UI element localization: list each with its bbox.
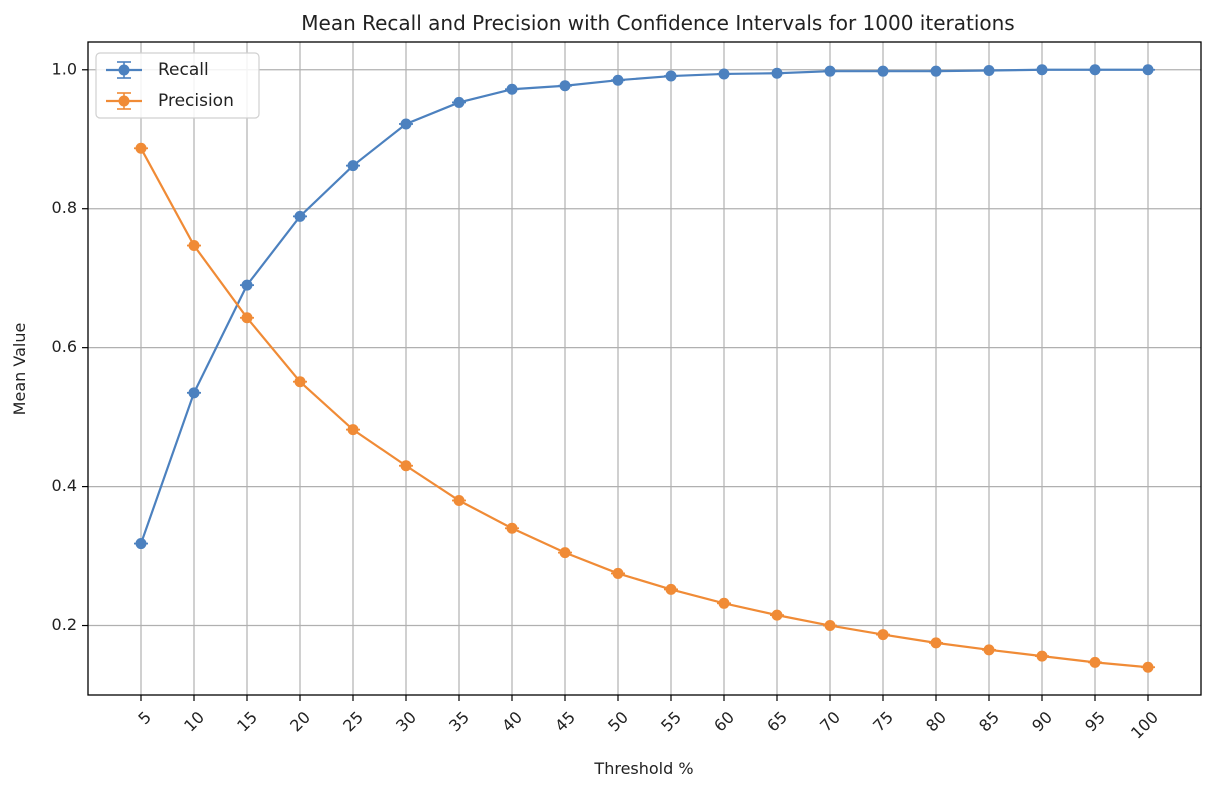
recall-point	[453, 96, 465, 108]
recall-point	[612, 74, 624, 86]
legend-swatch-marker	[118, 64, 130, 76]
recall-point	[824, 65, 836, 77]
series-recall	[134, 64, 1155, 550]
precision-point	[400, 460, 412, 472]
x-tick-label: 80	[922, 708, 950, 736]
y-tick-label: 0.4	[52, 476, 77, 495]
recall-point	[1036, 64, 1048, 76]
precision-point	[1036, 650, 1048, 662]
recall-point	[135, 538, 147, 550]
precision-point	[559, 547, 571, 559]
precision-point	[824, 620, 836, 632]
x-tick-label: 45	[551, 708, 579, 736]
x-tick-label: 10	[180, 708, 208, 736]
recall-point	[559, 80, 571, 92]
precision-point	[135, 142, 147, 154]
precision-point	[188, 240, 200, 252]
x-tick-label: 90	[1028, 708, 1056, 736]
legend-item-precision: Precision	[106, 91, 234, 111]
precision-point	[930, 637, 942, 649]
recall-point	[400, 118, 412, 130]
legend-item-recall: Recall	[106, 60, 209, 80]
precision-point	[241, 312, 253, 324]
x-tick-label: 15	[233, 708, 261, 736]
precision-point	[453, 494, 465, 506]
recall-point	[1142, 64, 1154, 76]
recall-point	[665, 70, 677, 82]
recall-point	[506, 83, 518, 95]
x-tick-label: 85	[975, 708, 1003, 736]
precision-point	[612, 567, 624, 579]
precision-point	[294, 376, 306, 388]
precision-point	[877, 629, 889, 641]
y-axis-label: Mean Value	[10, 323, 29, 416]
recall-point	[1089, 64, 1101, 76]
x-tick-label: 25	[339, 708, 367, 736]
precision-point	[665, 583, 677, 595]
x-tick-label: 50	[604, 708, 632, 736]
tick-layer: 5 10 15 20 25 30 35 40 45 50 55 60 65 70 75 80 85 90 95 100…	[52, 59, 1162, 742]
x-tick-label: 55	[657, 708, 685, 736]
legend-swatch-marker	[118, 95, 130, 107]
legend: Recall Precision	[95, 52, 260, 119]
precision-point	[1089, 656, 1101, 668]
precision-point	[771, 609, 783, 621]
chart-title: Mean Recall and Precision with Confidenc…	[301, 11, 1014, 35]
series-layer	[134, 64, 1155, 673]
y-tick-label: 0.6	[52, 337, 77, 356]
x-tick-label: 30	[392, 708, 420, 736]
recall-point	[718, 68, 730, 80]
x-tick-label: 40	[498, 708, 526, 736]
recall-point	[347, 160, 359, 172]
y-tick-label: 0.2	[52, 615, 77, 634]
recall-point	[188, 387, 200, 399]
legend-label: Recall	[158, 60, 209, 80]
y-tick-label: 0.8	[52, 198, 77, 217]
recall-point	[930, 65, 942, 77]
precision-point	[718, 597, 730, 609]
x-axis-label: Threshold %	[593, 759, 693, 778]
series-precision	[134, 142, 1155, 673]
recall-point	[983, 64, 995, 76]
precision-point	[983, 644, 995, 656]
precision-point	[506, 522, 518, 534]
precision-point	[1142, 661, 1154, 673]
y-tick-label: 1.0	[52, 59, 77, 78]
precision-line	[140, 147, 1149, 669]
recall-point	[771, 67, 783, 79]
x-tick-label: 5	[134, 708, 155, 729]
recall-point	[877, 65, 889, 77]
grid-layer	[88, 42, 1201, 695]
x-tick-label: 65	[763, 708, 791, 736]
legend-label: Precision	[158, 91, 234, 111]
precision-point	[347, 424, 359, 436]
recall-line	[139, 68, 1148, 544]
x-tick-label: 60	[710, 708, 738, 736]
x-tick-label: 75	[869, 708, 897, 736]
plot-frame	[87, 41, 1202, 696]
x-tick-label: 95	[1081, 708, 1109, 736]
x-tick-label: 100	[1127, 708, 1162, 743]
x-tick-label: 35	[445, 708, 473, 736]
recall-point	[294, 210, 306, 222]
x-tick-label: 70	[816, 708, 844, 736]
recall-point	[241, 279, 253, 291]
x-tick-label: 20	[286, 708, 314, 736]
